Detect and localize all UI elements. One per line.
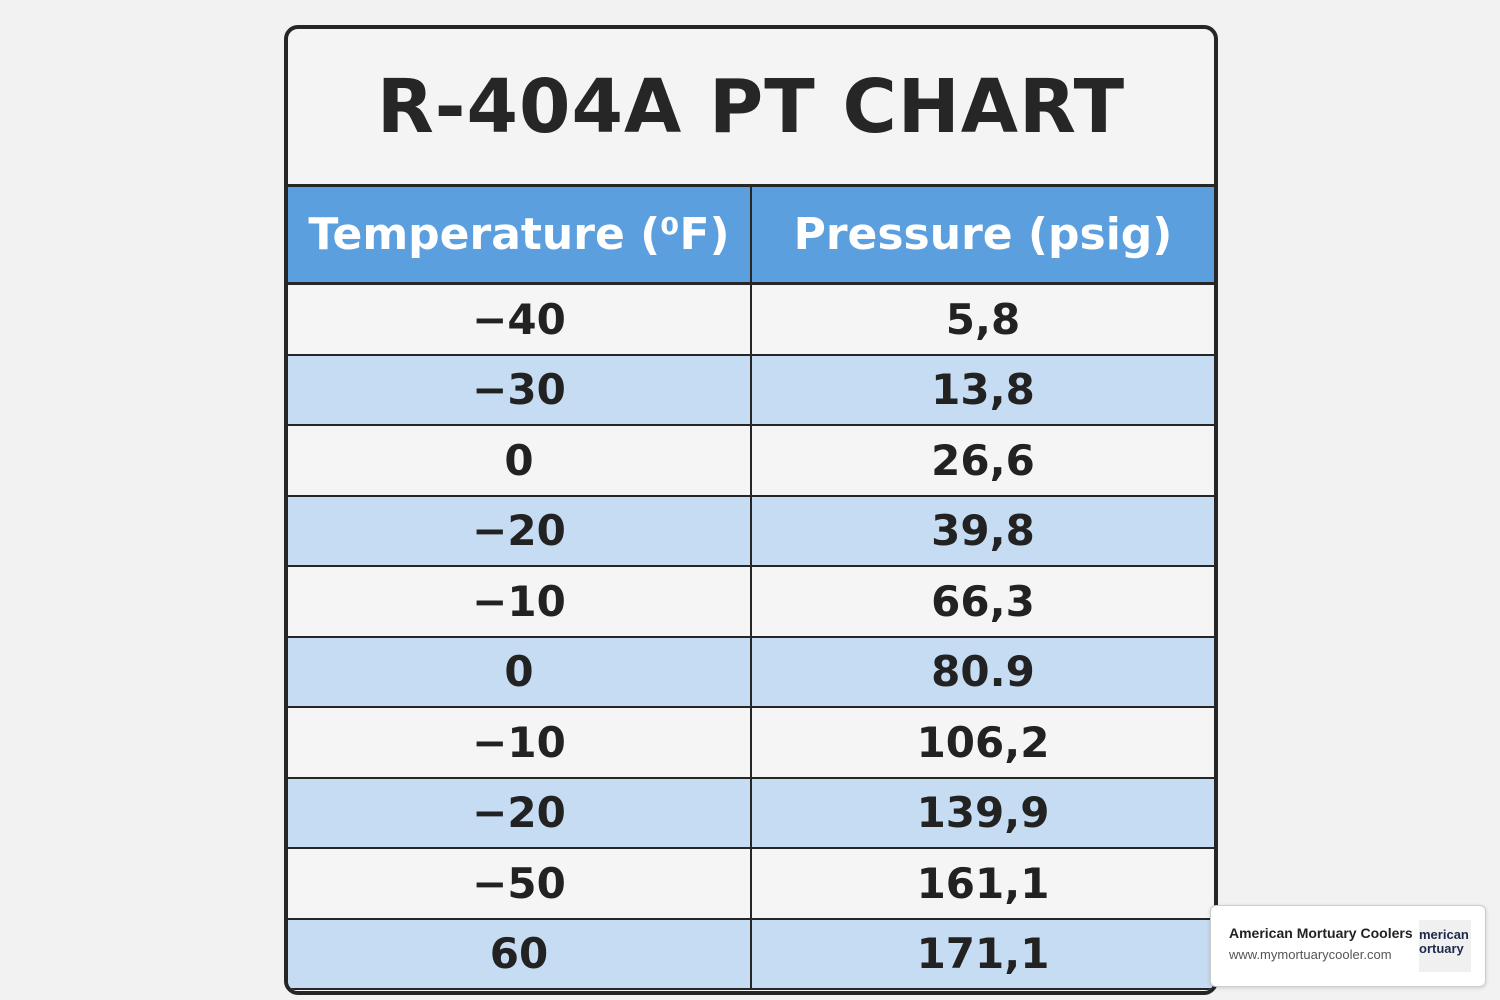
table-row: −10 106,2 <box>288 708 1214 779</box>
table-cell: 80.9 <box>750 637 1214 706</box>
table-cell: 139,9 <box>750 778 1214 847</box>
badge-name: American Mortuary Coolers <box>1229 925 1413 941</box>
table-cell: −20 <box>472 506 566 556</box>
table-cell: 171,1 <box>750 919 1214 988</box>
table-cell: 66,3 <box>750 567 1214 636</box>
table-cell: −10 <box>472 717 566 767</box>
pt-chart-card: R-404A PT CHART Temperature (⁰F) Pressure… <box>284 25 1218 995</box>
table-row: −20 139,9 <box>288 778 1214 849</box>
column-header: Pressure (psig) <box>750 187 1214 282</box>
table-row: −40 5,8 <box>288 285 1214 356</box>
table-cell: 26,6 <box>750 426 1214 495</box>
table-cell: 5,8 <box>750 285 1214 354</box>
table-cell: −50 <box>472 858 566 908</box>
chart-title: R-404A PT CHART <box>288 29 1214 187</box>
table-row: 60 171,1 <box>288 919 1214 990</box>
source-badge[interactable]: American Mortuary Coolers www.mymortuary… <box>1210 905 1486 987</box>
badge-url: www.mymortuarycooler.com <box>1229 947 1392 962</box>
table-cell: −10 <box>472 576 566 626</box>
table-cell: 60 <box>489 929 549 979</box>
table-row: −50 161,1 <box>288 849 1214 920</box>
table-row: −10 66,3 <box>288 567 1214 638</box>
header-row: Temperature (⁰F) Pressure (psig) <box>288 187 1214 285</box>
column-header: Temperature (⁰F) <box>308 209 730 260</box>
logo-text: ortuary <box>1419 941 1464 956</box>
table-cell: 106,2 <box>750 708 1214 777</box>
badge-logo: merican ortuary <box>1419 920 1471 972</box>
logo-text: merican <box>1419 927 1469 942</box>
table-cell: −30 <box>472 365 566 415</box>
table-row: 0 80.9 <box>288 637 1214 708</box>
table-cell: 13,8 <box>750 355 1214 424</box>
table-cell: 39,8 <box>750 496 1214 565</box>
table-row: −20 39,8 <box>288 496 1214 567</box>
table-cell: −20 <box>472 788 566 838</box>
table-cell: 0 <box>504 647 534 697</box>
table-row: −30 13,8 <box>288 355 1214 426</box>
table-row: 0 26,6 <box>288 426 1214 497</box>
table-cell: 161,1 <box>750 849 1214 918</box>
pt-table: Temperature (⁰F) Pressure (psig) −40 5,8 −30… <box>288 187 1214 990</box>
table-cell: 0 <box>504 435 534 485</box>
table-cell: −40 <box>472 294 566 344</box>
